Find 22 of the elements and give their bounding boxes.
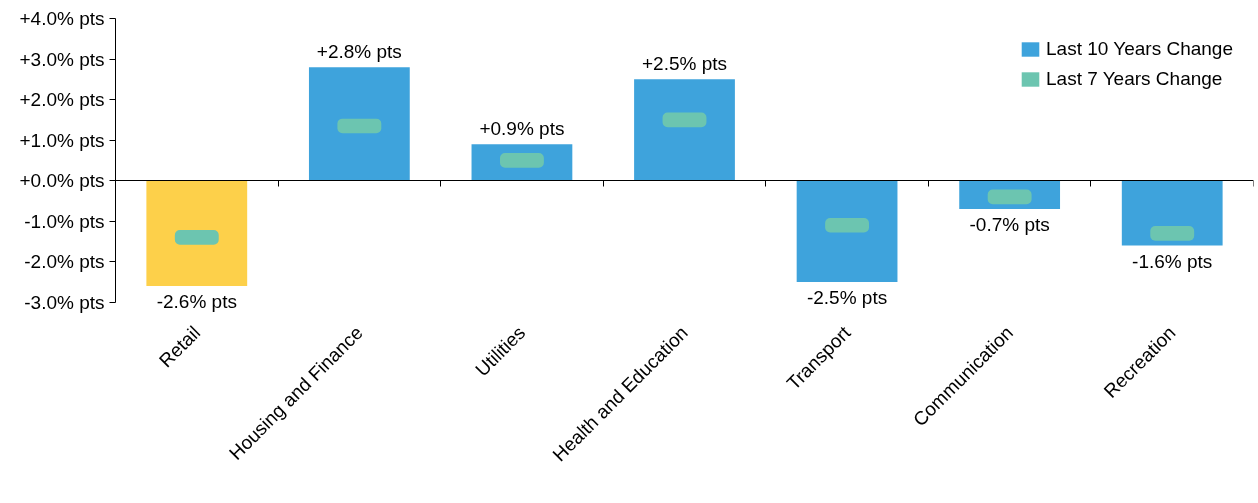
bar <box>796 180 898 283</box>
data-label: -2.6% pts <box>156 291 237 313</box>
y-tick-label: -1.0% pts <box>24 210 105 232</box>
data-label: -1.6% pts <box>1132 250 1213 272</box>
y-tick-label: -3.0% pts <box>24 291 105 313</box>
data-label: -2.5% pts <box>806 287 888 309</box>
bar <box>146 180 248 287</box>
y-tick-label: -2.0% pts <box>24 251 105 273</box>
data-label: +2.5% pts <box>641 53 728 75</box>
data-label: +0.9% pts <box>479 118 565 140</box>
data-label: -0.7% pts <box>969 214 1050 236</box>
y-tick-label: +1.0% pts <box>19 129 105 151</box>
bar <box>634 79 735 181</box>
bar <box>308 67 410 181</box>
y-tick-label: +2.0% pts <box>19 89 105 111</box>
legend-label: Last 7 Years Change <box>1046 68 1223 90</box>
legend-label: Last 10 Years Change <box>1046 38 1233 60</box>
y-tick-label: +4.0% pts <box>19 8 105 29</box>
y-tick-label: +3.0% pts <box>19 48 105 70</box>
y-tick-label: +0.0% pts <box>19 170 105 192</box>
bar <box>1121 180 1223 246</box>
data-label: +2.8% pts <box>316 41 402 63</box>
